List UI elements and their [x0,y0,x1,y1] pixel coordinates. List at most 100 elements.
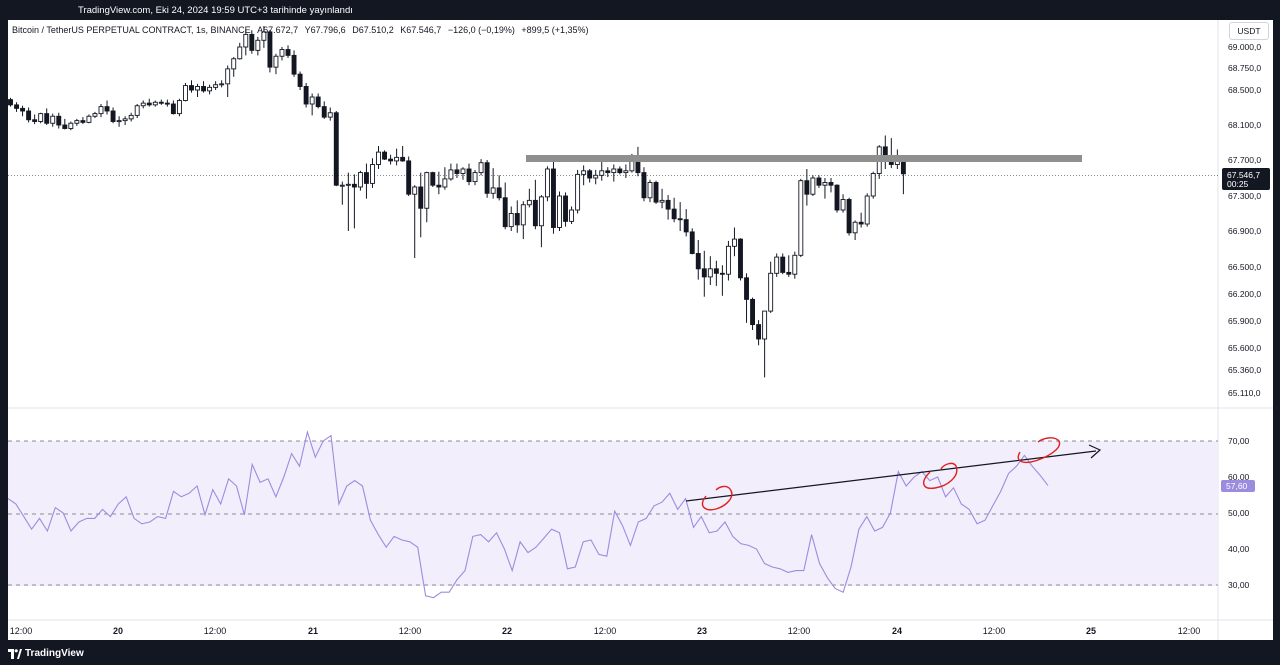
candle[interactable] [442,167,448,190]
annotation-circle-3[interactable] [1017,437,1061,464]
candle[interactable] [376,146,381,169]
candle[interactable] [237,42,243,60]
candle[interactable] [774,253,780,277]
candle[interactable] [786,255,792,277]
candle[interactable] [490,168,496,199]
candle[interactable] [152,100,158,107]
candle[interactable] [876,145,882,179]
candle[interactable] [882,135,888,170]
candle[interactable] [249,30,255,54]
candle[interactable] [394,148,400,166]
candle[interactable] [255,36,261,56]
divergence-trendline[interactable] [685,450,1097,502]
candle[interactable] [768,261,774,313]
candle[interactable] [617,166,623,175]
candle[interactable] [412,185,418,258]
candle[interactable] [164,99,170,107]
candle[interactable] [816,175,822,188]
annotation-circle-1[interactable] [701,485,733,511]
candle[interactable] [20,105,26,117]
candle[interactable] [569,206,575,225]
candle[interactable] [683,209,689,237]
candle[interactable] [840,194,846,213]
candle[interactable] [448,163,454,181]
candle[interactable] [822,178,828,199]
candle[interactable] [695,240,701,280]
candle[interactable] [62,118,68,130]
candle[interactable] [659,188,665,209]
candle[interactable] [285,45,291,58]
candle[interactable] [599,159,605,181]
candle[interactable] [170,100,176,115]
candle[interactable] [846,197,852,236]
candle[interactable] [780,253,786,275]
candle[interactable] [532,179,538,230]
candle[interactable] [732,227,737,257]
candle[interactable] [418,172,424,238]
rsi-scale[interactable]: 70,00 60,00 50,00 40,00 30,00 [1228,436,1250,590]
candle[interactable] [557,191,562,232]
candle[interactable] [804,169,810,206]
candle[interactable] [810,175,816,196]
candle[interactable] [478,159,484,176]
candle[interactable] [243,29,249,56]
candle[interactable] [116,116,122,127]
candle[interactable] [74,118,80,126]
candle[interactable] [581,165,587,186]
rsi-line[interactable] [7,429,1049,599]
candle[interactable] [870,171,876,199]
candle[interactable] [400,146,406,162]
chart-svg[interactable]: 69.000,0 68.750,0 68.500,0 68.100,0 67.700,0… [7,20,1273,640]
candle[interactable] [508,206,514,232]
candle[interactable] [623,164,629,179]
candle[interactable] [647,179,653,203]
candle[interactable] [713,260,719,286]
candle[interactable] [86,114,92,124]
candle[interactable] [520,201,526,240]
candle[interactable] [611,164,617,182]
candle[interactable] [424,171,430,223]
candle[interactable] [8,97,13,107]
candle[interactable] [671,197,677,223]
candle[interactable] [303,82,309,108]
candle[interactable] [834,184,840,213]
currency-button[interactable]: USDT [1229,22,1269,40]
candle[interactable] [750,297,756,330]
candle[interactable] [140,100,146,109]
candle[interactable] [231,57,237,77]
candle[interactable] [309,93,315,116]
candle[interactable] [653,180,659,204]
annotation-circle-2[interactable] [923,462,958,489]
candle[interactable] [641,167,647,202]
chart-panel[interactable]: 69.000,0 68.750,0 68.500,0 68.100,0 67.700,0… [7,20,1273,640]
candle[interactable] [864,193,870,227]
candle[interactable] [460,167,466,180]
candle[interactable] [858,212,864,228]
candle[interactable] [146,98,152,107]
candle[interactable] [544,166,550,202]
candle[interactable] [514,200,520,233]
candle[interactable] [32,114,38,125]
candle[interactable] [719,265,725,296]
candle[interactable] [701,250,707,297]
candle[interactable] [201,81,207,93]
candle[interactable] [56,112,62,129]
candle[interactable] [526,188,532,208]
candle[interactable] [828,178,834,193]
candle[interactable] [128,112,134,122]
candle[interactable] [496,175,502,201]
candle[interactable] [267,30,273,73]
candle[interactable] [213,81,219,90]
candle[interactable] [110,107,116,124]
candle[interactable] [291,50,297,77]
candle[interactable] [707,256,713,285]
candle[interactable] [80,117,86,125]
candles-layer[interactable] [8,26,906,378]
candle[interactable] [351,174,357,229]
candle[interactable] [176,98,182,117]
candle[interactable] [738,238,743,281]
candle[interactable] [382,150,387,160]
candle[interactable] [436,171,442,195]
candle[interactable] [689,228,695,255]
candle[interactable] [38,112,44,124]
